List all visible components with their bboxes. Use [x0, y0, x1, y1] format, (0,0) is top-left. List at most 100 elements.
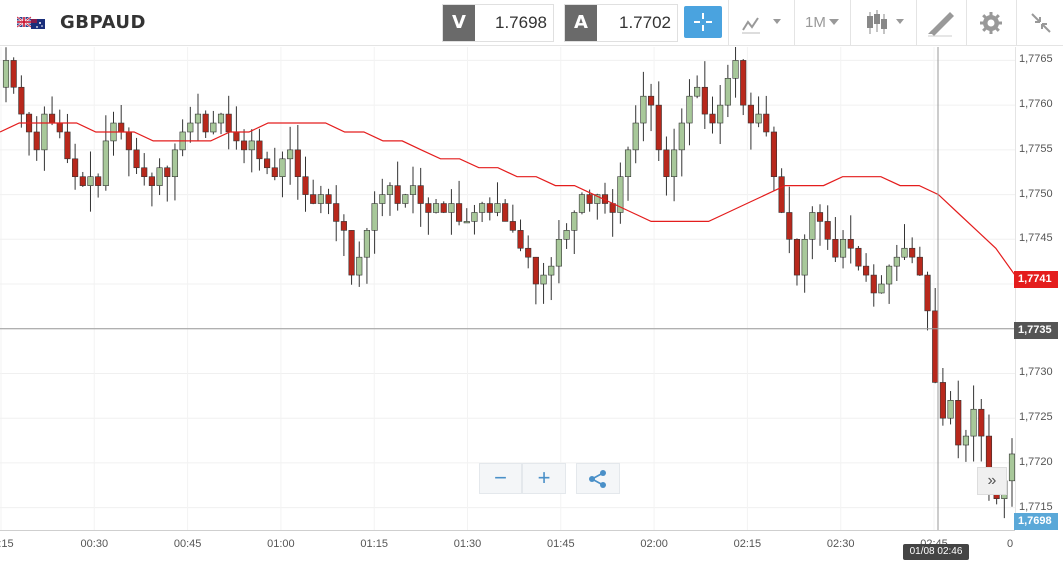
candle-up: [317, 194, 324, 204]
candle-up: [893, 256, 900, 267]
candle-down: [847, 239, 854, 249]
candle-down: [118, 122, 125, 133]
candle-up: [640, 95, 647, 124]
zoom-out-button[interactable]: −: [479, 463, 522, 494]
bid-price-box[interactable]: V 1.7698: [442, 4, 554, 42]
candle-down: [125, 131, 132, 151]
candle-down: [79, 176, 86, 186]
zoom-in-button[interactable]: +: [522, 463, 566, 494]
candle-down: [456, 203, 463, 222]
candle-up: [187, 122, 194, 133]
candle-down: [294, 149, 301, 177]
candle-up: [356, 256, 363, 276]
crosshair-price-value: 1,7735: [1018, 324, 1052, 336]
price-chart[interactable]: [0, 47, 1015, 530]
ask-price-box[interactable]: A 1.7702: [564, 4, 678, 42]
candle-up: [717, 104, 724, 124]
candle-up: [287, 149, 294, 160]
candle-down: [233, 131, 240, 142]
candle-up: [624, 149, 632, 177]
candle-up: [809, 212, 816, 240]
candle-up: [210, 122, 217, 133]
candle-up: [839, 239, 847, 258]
candle-up: [371, 203, 378, 231]
y-tick-label: 1,7745: [1019, 232, 1053, 245]
candle-down: [202, 113, 209, 133]
candle-down: [18, 86, 25, 115]
ask-tag: A: [565, 5, 597, 41]
candle-up: [671, 149, 678, 177]
candle-down: [10, 60, 17, 88]
candle-up: [578, 194, 586, 213]
candle-down: [271, 167, 278, 177]
candle-up: [156, 167, 163, 186]
x-tick-label: 00:30: [80, 538, 109, 550]
x-tick-label: 01:15: [360, 538, 388, 550]
x-tick-label: 02:15: [733, 538, 762, 550]
candle-down: [793, 239, 801, 276]
y-tick-label: 1,7765: [1019, 53, 1053, 66]
candle-down: [816, 212, 824, 222]
share-button[interactable]: [576, 463, 620, 494]
expand-icon: [1031, 13, 1051, 33]
x-tick-label: 01:30: [453, 538, 482, 550]
settings-button[interactable]: [972, 0, 1010, 46]
candle-up: [732, 60, 739, 79]
candle-down: [310, 194, 317, 204]
candle-down: [740, 60, 747, 106]
candle-down: [824, 221, 831, 240]
gear-icon: [980, 12, 1002, 34]
gb-au-flag-icon: [17, 16, 45, 29]
candle-up: [171, 149, 179, 177]
y-tick-label: 1,7725: [1019, 411, 1053, 424]
candle-down: [394, 185, 401, 204]
candle-up: [901, 247, 908, 258]
candle-down: [72, 158, 79, 177]
scroll-to-latest-button[interactable]: »: [977, 467, 1007, 495]
ma-price-tag: 1,7741: [1014, 271, 1058, 288]
candle-down: [870, 274, 877, 294]
candle-style-button[interactable]: [860, 0, 910, 46]
candle-down: [240, 140, 248, 151]
timeframe-button[interactable]: 1M: [805, 14, 826, 31]
candle-up: [617, 176, 624, 213]
candlestick-icon: [867, 10, 904, 34]
candle-down: [586, 194, 593, 204]
chart-toolbar: GBPAUD V 1.7698 A 1.7702 1M: [0, 0, 1063, 46]
candle-up: [386, 185, 394, 195]
candle-down: [978, 408, 985, 437]
candle-up: [632, 122, 639, 151]
candle-down: [56, 122, 63, 133]
bid-value: 1.7698: [495, 13, 547, 32]
time-axis: [0, 530, 1015, 562]
candle-up: [471, 212, 478, 222]
candle-up: [755, 113, 762, 124]
symbol-name: GBPAUD: [60, 12, 146, 33]
candle-down: [64, 131, 71, 160]
draw-icon: [928, 12, 954, 37]
crosshair-button[interactable]: [684, 6, 722, 38]
candle-down: [939, 382, 946, 419]
candle-down: [770, 131, 778, 177]
candle-up: [448, 203, 455, 213]
candle-up: [2, 60, 10, 88]
candle-up: [102, 140, 109, 186]
candle-down: [517, 230, 524, 249]
candle-down: [95, 176, 102, 186]
y-tick-label: 1,7730: [1019, 366, 1053, 379]
candle-up: [678, 122, 685, 151]
last-price-tag: 1,7698: [1014, 513, 1058, 530]
candle-down: [264, 158, 271, 169]
candle-down: [133, 149, 140, 169]
draw-tools-button[interactable]: [922, 0, 960, 46]
candle-down: [786, 212, 793, 240]
candle-down: [709, 113, 716, 124]
candle-down: [302, 176, 309, 195]
candle-up: [962, 435, 969, 446]
chart-type-button[interactable]: [738, 0, 788, 46]
candle-up: [194, 113, 202, 124]
expand-button[interactable]: [1024, 0, 1058, 46]
crosshair-price-tag: 1,7735: [1014, 322, 1058, 339]
candle-down: [909, 247, 916, 258]
candle-down: [440, 203, 447, 213]
